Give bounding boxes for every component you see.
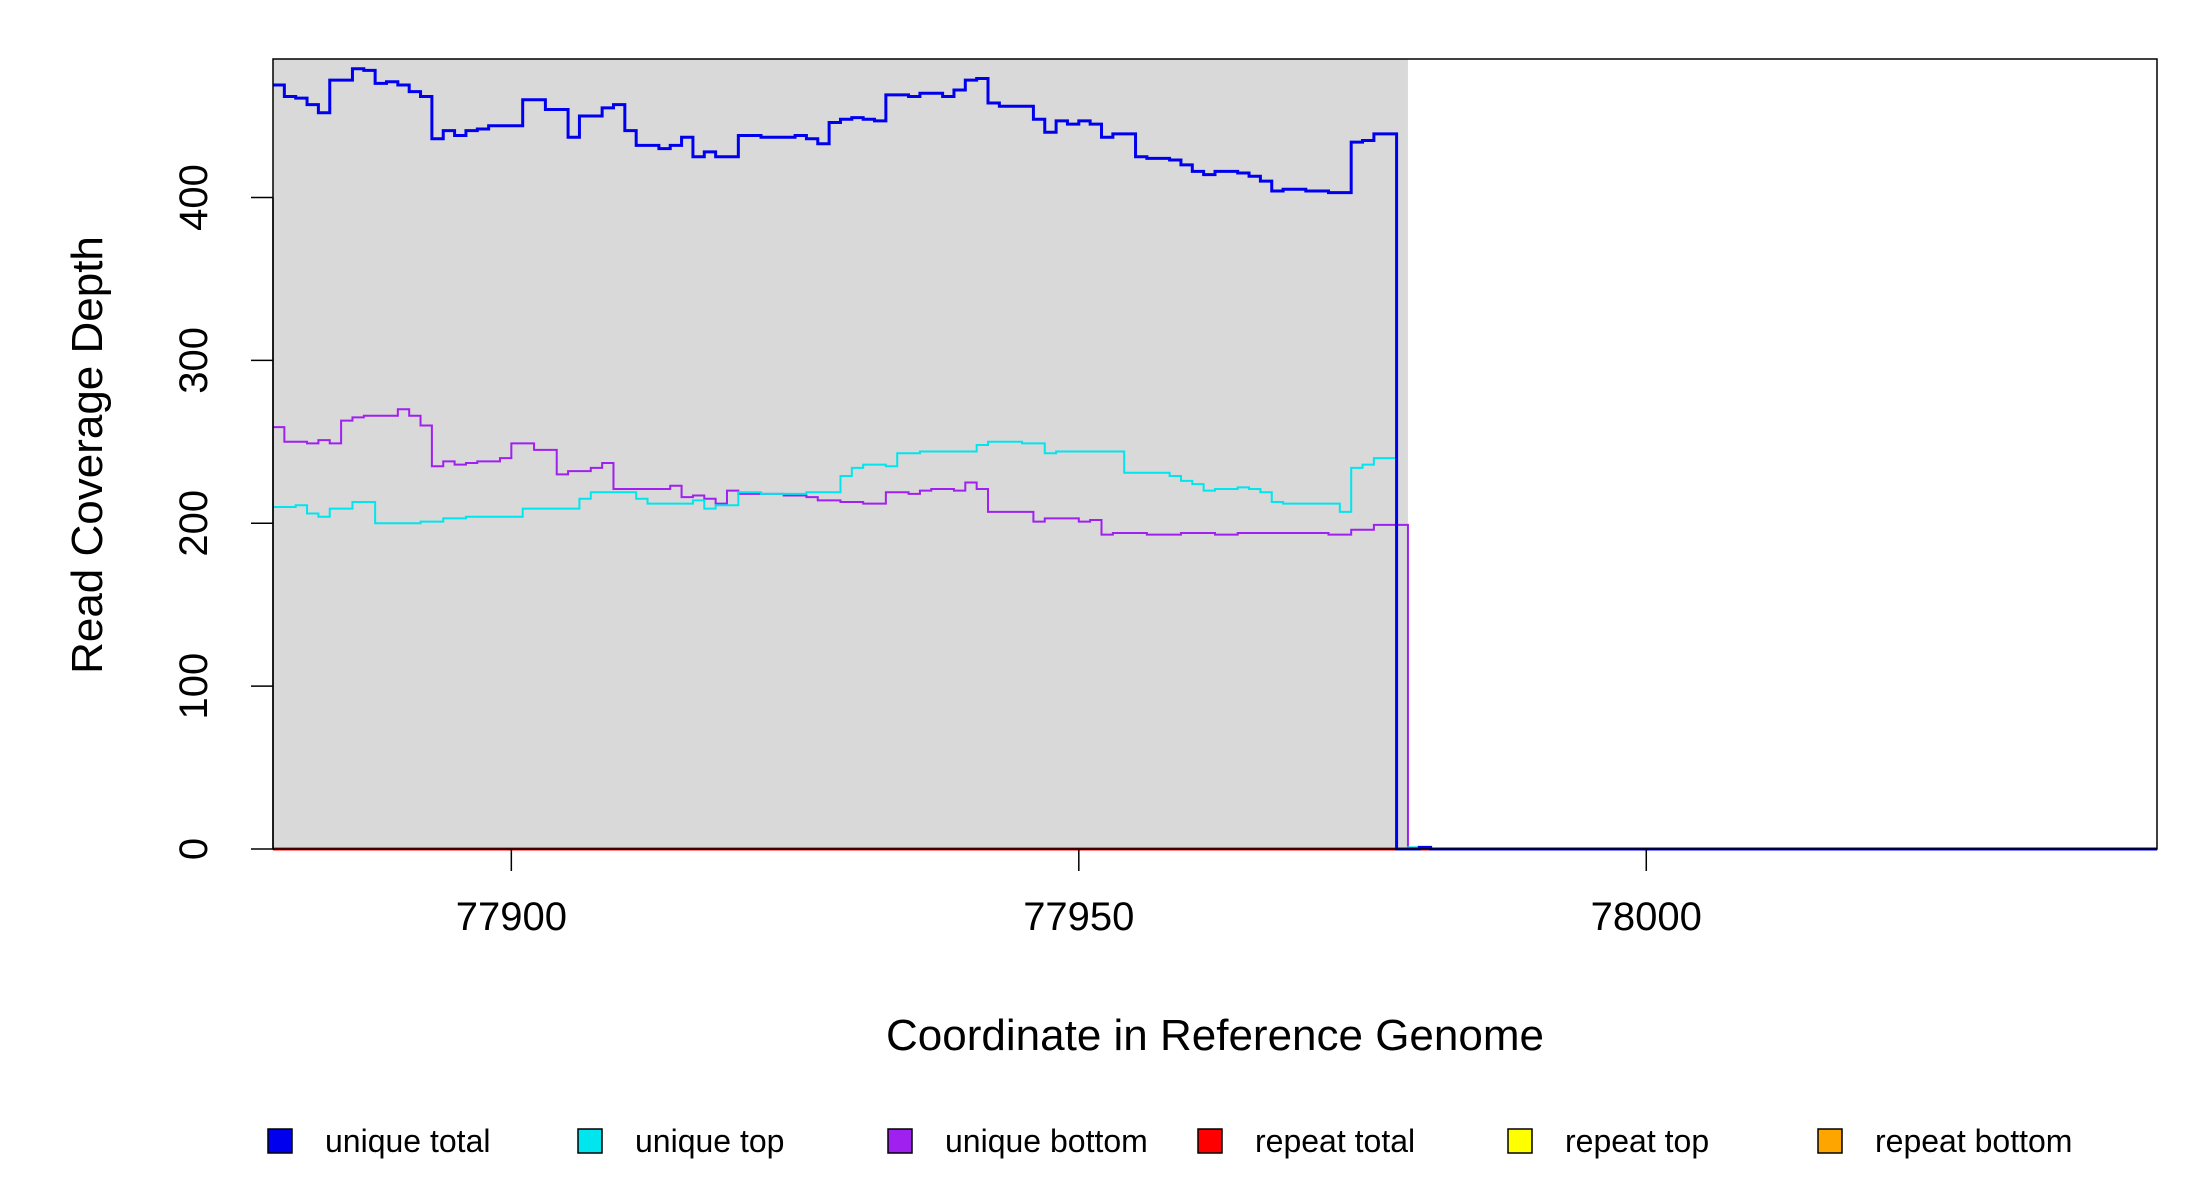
legend-label: repeat total <box>1255 1123 1415 1159</box>
legend-swatch <box>267 1128 293 1154</box>
legend-item-repeat-bottom: repeat bottom <box>1817 1123 2072 1159</box>
legend: unique total unique top unique bottom repea… <box>267 1123 2072 1159</box>
y-tick-label: 400 <box>172 164 216 231</box>
legend-swatch <box>1197 1128 1223 1154</box>
legend-label: repeat bottom <box>1875 1123 2072 1159</box>
legend-swatch <box>1507 1128 1533 1154</box>
y-tick-label: 100 <box>172 653 216 720</box>
legend-item-unique-total: unique total <box>267 1123 490 1159</box>
legend-item-repeat-top: repeat top <box>1507 1123 1709 1159</box>
series-line-unique-bottom <box>273 408 2157 850</box>
series-line-unique-total <box>273 67 2157 851</box>
legend-swatch <box>1817 1128 1843 1154</box>
x-axis-title: Coordinate in Reference Genome <box>886 1011 1544 1060</box>
legend-label: repeat top <box>1565 1123 1709 1159</box>
y-tick-label: 300 <box>172 327 216 394</box>
y-axis-title: Read Coverage Depth <box>63 236 112 674</box>
x-tick-label: 77950 <box>1023 895 1134 939</box>
legend-swatch <box>577 1128 603 1154</box>
legend-item-repeat-total: repeat total <box>1197 1123 1415 1159</box>
x-axis: 77900 77950 78000 <box>456 849 1702 939</box>
legend-item-unique-bottom: unique bottom <box>887 1123 1148 1159</box>
legend-label: unique total <box>325 1123 490 1159</box>
plot-area <box>272 58 2158 851</box>
legend-label: unique bottom <box>945 1123 1148 1159</box>
series-line-unique-top <box>273 440 2157 850</box>
legend-item-unique-top: unique top <box>577 1123 784 1159</box>
y-tick-label: 0 <box>172 838 216 860</box>
legend-label: unique top <box>635 1123 784 1159</box>
x-tick-label: 77900 <box>456 895 567 939</box>
shaded-region <box>273 59 1408 849</box>
x-tick-label: 78000 <box>1591 895 1702 939</box>
legend-swatch <box>887 1128 913 1154</box>
y-axis: 0 100 200 300 400 <box>172 164 274 860</box>
y-tick-label: 200 <box>172 490 216 557</box>
